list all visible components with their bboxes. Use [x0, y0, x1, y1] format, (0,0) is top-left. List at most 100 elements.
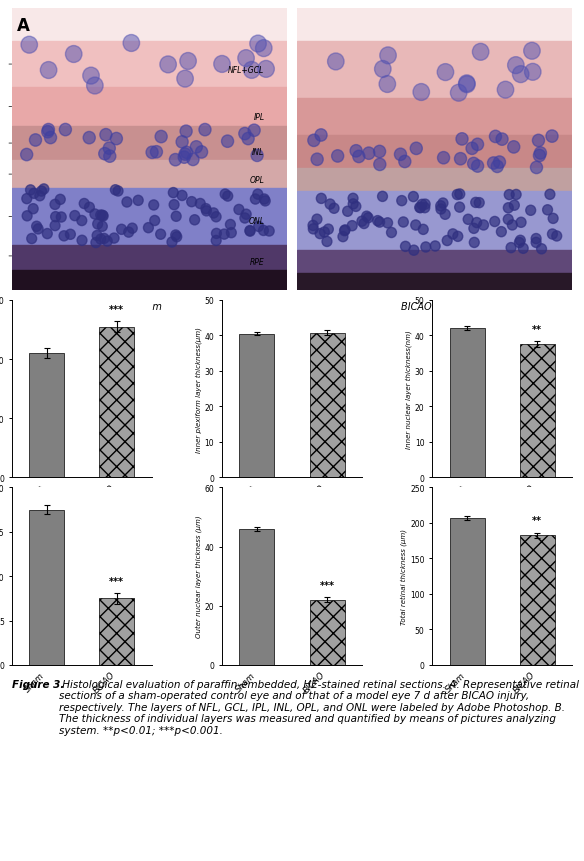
- Circle shape: [103, 143, 115, 155]
- Circle shape: [245, 226, 255, 237]
- Text: ***: ***: [109, 304, 124, 314]
- Circle shape: [100, 129, 112, 142]
- Bar: [297, 9, 572, 42]
- Bar: [450, 518, 485, 665]
- Circle shape: [93, 220, 103, 230]
- Circle shape: [452, 190, 462, 201]
- Bar: [297, 99, 572, 135]
- Circle shape: [415, 203, 425, 214]
- Circle shape: [195, 199, 205, 209]
- Circle shape: [90, 210, 100, 220]
- Circle shape: [150, 146, 162, 158]
- Circle shape: [21, 37, 37, 54]
- Circle shape: [41, 127, 54, 139]
- Circle shape: [312, 215, 322, 225]
- Circle shape: [374, 61, 391, 78]
- Circle shape: [190, 215, 200, 226]
- Circle shape: [223, 192, 232, 201]
- Circle shape: [85, 203, 95, 213]
- Circle shape: [324, 225, 333, 235]
- Circle shape: [458, 77, 475, 94]
- Circle shape: [86, 78, 103, 95]
- Bar: [297, 135, 572, 170]
- Bar: [12, 42, 287, 88]
- Circle shape: [99, 148, 111, 161]
- Circle shape: [20, 149, 33, 162]
- Circle shape: [363, 148, 375, 160]
- Circle shape: [208, 208, 218, 219]
- Circle shape: [150, 216, 159, 226]
- Bar: [99, 598, 134, 665]
- Circle shape: [411, 220, 420, 231]
- Circle shape: [351, 202, 361, 212]
- Circle shape: [533, 150, 545, 163]
- Circle shape: [99, 234, 109, 245]
- Circle shape: [211, 229, 221, 239]
- Circle shape: [524, 43, 540, 60]
- Circle shape: [378, 192, 387, 202]
- Circle shape: [415, 203, 425, 214]
- Bar: [520, 536, 555, 665]
- Circle shape: [211, 236, 221, 246]
- Circle shape: [179, 149, 191, 161]
- Circle shape: [180, 53, 196, 71]
- Text: **: **: [532, 516, 543, 526]
- Circle shape: [248, 125, 260, 137]
- Circle shape: [343, 207, 353, 217]
- Circle shape: [43, 124, 54, 137]
- Text: A: A: [17, 17, 30, 35]
- Circle shape: [56, 213, 66, 223]
- Circle shape: [79, 199, 89, 209]
- Circle shape: [123, 35, 140, 53]
- Circle shape: [201, 204, 211, 214]
- Circle shape: [92, 232, 102, 241]
- Circle shape: [238, 51, 254, 67]
- Circle shape: [32, 222, 41, 232]
- Circle shape: [169, 154, 182, 167]
- Circle shape: [524, 65, 541, 81]
- Bar: [310, 333, 345, 478]
- Text: **: **: [532, 325, 543, 335]
- Circle shape: [361, 212, 371, 222]
- Circle shape: [418, 225, 428, 235]
- Circle shape: [176, 137, 188, 149]
- Circle shape: [77, 216, 87, 226]
- Circle shape: [50, 221, 60, 232]
- Circle shape: [469, 224, 479, 234]
- Circle shape: [83, 68, 99, 85]
- Circle shape: [453, 232, 463, 242]
- Circle shape: [507, 141, 520, 154]
- Circle shape: [190, 141, 203, 154]
- Text: Histological evaluation of paraffin-embedded, HE-stained retinal sections. A. Re: Histological evaluation of paraffin-embe…: [60, 678, 579, 735]
- Circle shape: [436, 205, 446, 215]
- Circle shape: [438, 199, 448, 209]
- Circle shape: [442, 236, 452, 246]
- Circle shape: [380, 48, 397, 65]
- Circle shape: [172, 232, 182, 243]
- Bar: [297, 192, 572, 251]
- Circle shape: [102, 237, 112, 247]
- Circle shape: [537, 245, 547, 255]
- Circle shape: [479, 220, 488, 231]
- Circle shape: [124, 228, 134, 238]
- Circle shape: [546, 131, 558, 143]
- Circle shape: [515, 238, 524, 248]
- Circle shape: [219, 230, 229, 240]
- Circle shape: [187, 197, 197, 208]
- Circle shape: [110, 133, 123, 146]
- Circle shape: [472, 44, 489, 61]
- Bar: [99, 327, 134, 478]
- Circle shape: [109, 233, 119, 244]
- Circle shape: [144, 223, 154, 233]
- Circle shape: [454, 153, 467, 165]
- Circle shape: [503, 215, 513, 225]
- Circle shape: [253, 222, 263, 232]
- Circle shape: [379, 77, 395, 93]
- Circle shape: [397, 196, 406, 207]
- Circle shape: [98, 211, 107, 221]
- Circle shape: [110, 185, 120, 195]
- Circle shape: [317, 194, 326, 204]
- Circle shape: [504, 190, 514, 201]
- Circle shape: [214, 57, 230, 73]
- Bar: [297, 274, 572, 290]
